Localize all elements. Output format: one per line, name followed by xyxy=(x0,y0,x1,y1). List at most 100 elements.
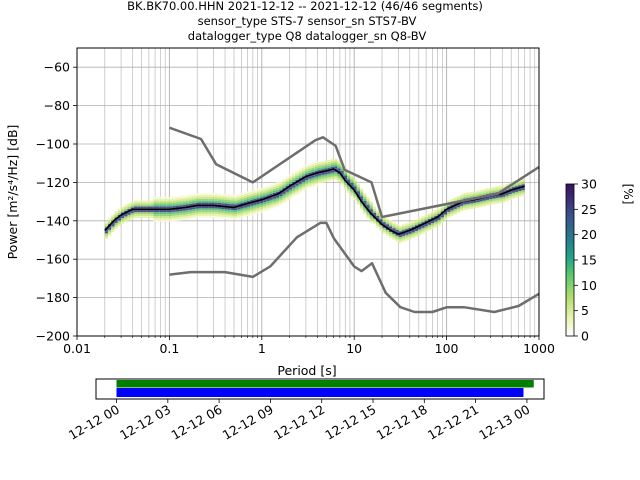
heatmap-cell xyxy=(476,200,480,203)
heatmap-cell xyxy=(130,216,134,219)
heatmap-cell xyxy=(166,217,170,220)
heatmap-cell xyxy=(234,200,238,203)
heatmap-cell xyxy=(114,221,118,224)
heatmap-cell xyxy=(395,226,399,228)
heatmap-cell xyxy=(201,214,205,216)
heatmap-cell xyxy=(301,176,306,179)
heatmap-cell xyxy=(146,204,151,207)
heatmap-cell xyxy=(456,209,461,212)
heatmap-cell xyxy=(227,194,231,197)
heatmap-cell xyxy=(288,179,293,182)
heatmap-cell xyxy=(489,197,493,200)
heatmap-cell xyxy=(250,198,254,200)
heatmap-cell xyxy=(298,183,302,186)
heatmap-cell xyxy=(398,227,402,230)
heatmap-cell xyxy=(385,220,390,223)
heatmap-cell xyxy=(279,203,283,206)
heatmap-cell xyxy=(204,194,209,197)
heatmap-cell xyxy=(195,197,199,200)
heatmap-cell xyxy=(234,217,238,220)
heatmap-cell xyxy=(340,180,344,183)
heatmap-cell xyxy=(133,206,138,209)
heatmap-cell xyxy=(382,224,386,226)
heatmap-cell xyxy=(217,210,222,213)
heatmap-cell xyxy=(192,203,196,206)
heatmap-cell xyxy=(334,177,338,180)
heatmap-cell xyxy=(389,224,393,227)
heatmap-cell xyxy=(195,200,199,203)
heatmap-cell xyxy=(162,216,167,218)
heatmap-cell xyxy=(159,212,163,215)
heatmap-cell xyxy=(175,209,180,212)
heatmap-cell xyxy=(308,172,312,175)
heatmap-cell xyxy=(172,211,176,214)
heatmap-cell xyxy=(269,188,273,191)
heatmap-cell xyxy=(521,184,525,187)
heatmap-cell xyxy=(104,225,109,228)
heatmap-cell xyxy=(440,217,444,220)
heatmap-cell xyxy=(514,191,519,194)
y-tick-label: −100 xyxy=(36,137,70,152)
heatmap-cell xyxy=(518,190,522,193)
heatmap-cell xyxy=(240,194,244,197)
x-tick-label: 0.1 xyxy=(159,341,179,356)
heatmap-cell xyxy=(311,183,315,186)
heatmap-cell xyxy=(353,178,357,181)
heatmap-cell xyxy=(221,197,225,200)
heatmap-cell xyxy=(259,208,264,211)
heatmap-cell xyxy=(473,206,477,209)
heatmap-cell xyxy=(108,220,112,223)
heatmap-cell xyxy=(456,207,461,210)
heatmap-cell xyxy=(305,172,309,175)
heatmap-cell xyxy=(246,212,251,215)
heatmap-cell xyxy=(443,210,448,213)
heatmap-cell xyxy=(159,200,163,203)
heatmap-cell xyxy=(508,194,512,197)
heatmap-cell xyxy=(192,207,196,210)
heatmap-cell xyxy=(479,191,483,194)
heatmap-cell xyxy=(311,164,315,167)
heatmap-cell xyxy=(246,204,251,207)
heatmap-cell xyxy=(324,166,328,169)
heatmap-cell xyxy=(479,193,483,196)
heatmap-cell xyxy=(311,179,315,182)
heatmap-cell xyxy=(347,189,351,192)
heatmap-cell xyxy=(217,193,222,196)
heatmap-cell xyxy=(353,196,357,198)
heatmap-cell xyxy=(150,200,154,203)
heatmap-cell xyxy=(217,195,222,198)
heatmap-cell xyxy=(166,212,170,215)
heatmap-cell xyxy=(182,216,186,219)
heatmap-cell xyxy=(359,203,364,206)
heatmap-cell xyxy=(108,231,112,234)
heatmap-cell xyxy=(466,196,470,199)
heatmap-cell xyxy=(230,196,235,199)
heatmap-cell xyxy=(214,206,218,209)
heatmap-cell xyxy=(521,180,525,183)
heatmap-cell xyxy=(133,216,138,218)
heatmap-cell xyxy=(447,206,451,209)
heatmap-cell xyxy=(340,169,344,171)
heatmap-cell xyxy=(521,191,525,194)
heatmap-cell xyxy=(124,218,128,221)
heatmap-cell xyxy=(427,224,432,227)
heatmap-cell xyxy=(489,199,493,202)
colorbar-label: [%] xyxy=(621,184,635,205)
heatmap-cell xyxy=(175,203,180,206)
heatmap-cell xyxy=(166,204,170,207)
heatmap-cell xyxy=(489,189,493,192)
heatmap-cell xyxy=(372,210,377,213)
heatmap-cell xyxy=(330,161,335,163)
heatmap-cell xyxy=(204,216,209,218)
heatmap-cell xyxy=(376,221,380,224)
heatmap-cell xyxy=(453,206,457,209)
heatmap-cell xyxy=(150,210,154,213)
heatmap-cell xyxy=(405,229,409,231)
heatmap-cell xyxy=(359,196,364,199)
heatmap-cell xyxy=(398,225,402,228)
heatmap-cell xyxy=(243,197,247,200)
heatmap-cell xyxy=(253,195,257,198)
heatmap-cell xyxy=(414,223,419,226)
heatmap-cell xyxy=(298,176,302,179)
heatmap-cell xyxy=(466,192,470,195)
